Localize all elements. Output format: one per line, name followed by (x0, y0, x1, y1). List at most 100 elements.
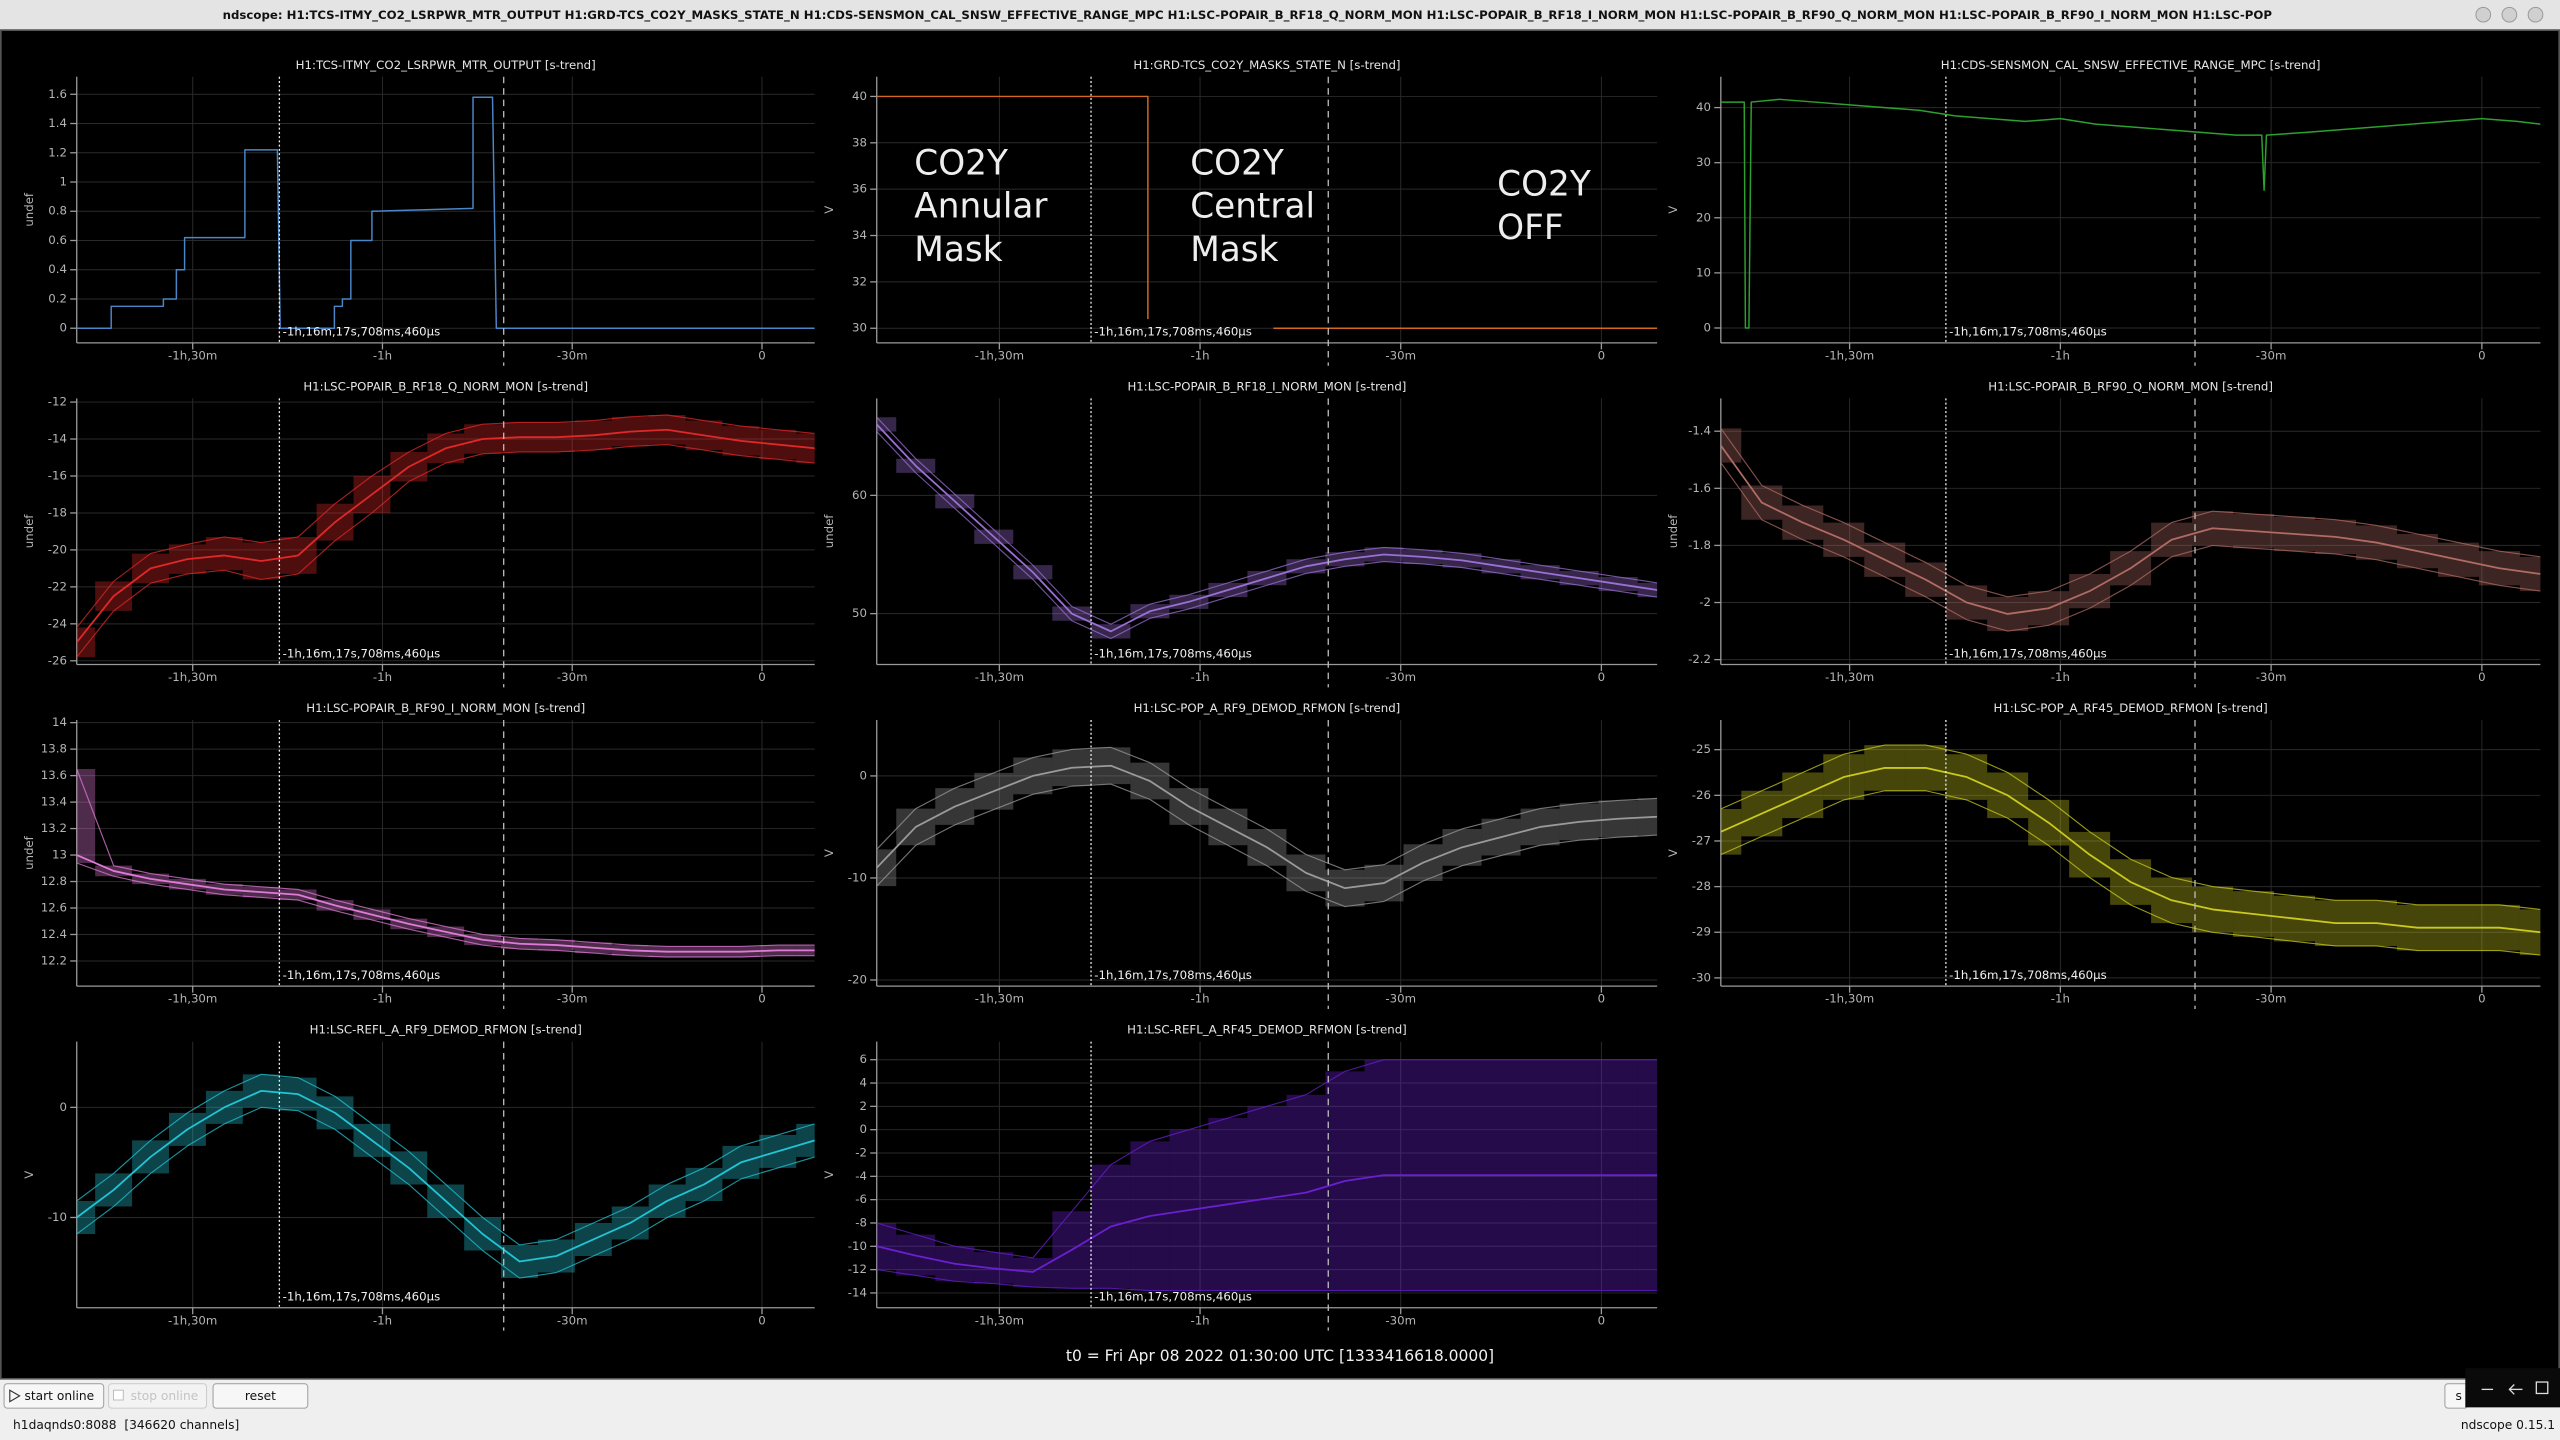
x-tick-label: -30m (557, 1313, 588, 1327)
y-tick-label: -28 (1692, 879, 1711, 893)
y-axis-label: V (1666, 206, 1680, 214)
y-tick-label: -10 (848, 1239, 867, 1253)
trace (76, 1073, 815, 1246)
y-tick-label: 13.6 (41, 768, 67, 782)
y-tick-label: -12 (48, 395, 67, 409)
plot-title: H1:LSC-POPAIR_B_RF90_Q_NORM_MON [s-trend… (1988, 379, 2273, 393)
dock-frame (2465, 1368, 2560, 1408)
cursor-label: -1h,16m,17s,708ms,460µs (1949, 968, 2107, 982)
annotation: OFF (1497, 208, 1563, 248)
y-tick-label: 0.8 (48, 204, 67, 218)
trace (76, 768, 815, 947)
x-tick-label: -30m (1385, 1313, 1416, 1327)
start-online-button[interactable]: start online (3, 1383, 105, 1409)
x-tick-label: -30m (2256, 992, 2287, 1006)
x-tick-label: 0 (2478, 670, 2485, 684)
plot-title: H1:CDS-SENSMON_CAL_SNSW_EFFECTIVE_RANGE_… (1941, 58, 2321, 72)
y-tick-label: 0 (859, 1122, 866, 1136)
x-tick-label: -1h,30m (168, 1313, 217, 1327)
x-tick-label: 0 (1598, 348, 1605, 362)
y-tick-label: 1.6 (48, 87, 67, 101)
y-tick-label: -25 (1692, 742, 1711, 756)
y-tick-label: -1.4 (1688, 424, 1711, 438)
plot-title: H1:LSC-POPAIR_B_RF18_I_NORM_MON [s-trend… (1127, 379, 1406, 393)
button-label[interactable]: s (2456, 1389, 2462, 1403)
x-tick-label: -1h (2051, 348, 2070, 362)
y-tick-label: 40 (1696, 100, 1711, 114)
y-tick-label: -20 (848, 973, 867, 987)
plots: H1:TCS-ITMY_CO2_LSRPWR_MTR_OUTPUT [s-tre… (22, 58, 2541, 1331)
trace (76, 862, 815, 958)
y-tick-label: 13 (52, 848, 67, 862)
x-tick-label: -1h (373, 670, 392, 684)
reset-button[interactable]: reset (212, 1383, 309, 1409)
annotation: Mask (1190, 230, 1278, 270)
trace (876, 1269, 1658, 1292)
x-tick-label: 0 (1598, 992, 1605, 1006)
y-tick-label: 10 (1696, 265, 1711, 279)
y-tick-label: -6 (855, 1192, 867, 1206)
button-frame[interactable] (212, 1383, 309, 1409)
y-tick-label: 0 (859, 768, 866, 782)
y-axis-label: undef (1666, 514, 1680, 549)
y-tick-label: 36 (852, 182, 867, 196)
cut-off-button[interactable]: s (2444, 1383, 2469, 1409)
y-tick-label: -30 (1692, 970, 1711, 984)
cursor-label: -1h,16m,17s,708ms,460µs (283, 325, 441, 339)
x-tick-label: -1h,30m (168, 992, 217, 1006)
x-tick-label: -1h (1190, 992, 1209, 1006)
window-title: ndscope: H1:TCS-ITMY_CO2_LSRPWR_MTR_OUTP… (223, 8, 2273, 23)
plot: H1:LSC-POPAIR_B_RF90_Q_NORM_MON [s-trend… (1666, 379, 2541, 688)
button-label[interactable]: start online (24, 1389, 94, 1403)
y-tick-label: 60 (852, 488, 867, 502)
traces (1720, 98, 2541, 329)
x-tick-label: -30m (557, 670, 588, 684)
trace (876, 1174, 1658, 1273)
y-tick-label: -18 (48, 505, 67, 519)
plot-title: H1:LSC-REFL_A_RF9_DEMOD_RFMON [s-trend] (310, 1023, 582, 1037)
plot: H1:LSC-POPAIR_B_RF18_I_NORM_MON [s-trend… (822, 379, 1658, 688)
button-label[interactable]: reset (245, 1389, 276, 1403)
annotation: Annular (914, 187, 1048, 227)
x-tick-label: 0 (758, 348, 765, 362)
server-status: h1daqnds0:8088 [346620 channels] (13, 1418, 239, 1432)
cursor-label: -1h,16m,17s,708ms,460µs (1949, 646, 2107, 660)
y-tick-label: 0 (59, 321, 66, 335)
button-frame[interactable] (3, 1383, 105, 1409)
trace (76, 414, 815, 628)
y-tick-label: 30 (852, 321, 867, 335)
x-tick-label: -30m (557, 992, 588, 1006)
trace (876, 764, 1658, 890)
minimize-button[interactable] (2475, 6, 2492, 23)
plot-title: H1:LSC-POP_A_RF45_DEMOD_RFMON [s-trend] (1994, 701, 2268, 715)
maximize-button[interactable] (2501, 6, 2518, 23)
x-tick-label: -30m (1385, 348, 1416, 362)
x-tick-label: -1h,30m (168, 670, 217, 684)
traces (876, 416, 1658, 640)
y-axis-label: V (822, 1171, 836, 1179)
x-tick-label: -1h,30m (1825, 670, 1874, 684)
x-tick-label: -1h (2051, 992, 2070, 1006)
close-button[interactable] (2527, 6, 2544, 23)
window-controls[interactable] (2475, 6, 2544, 23)
cursor-label: -1h,16m,17s,708ms,460µs (1094, 646, 1252, 660)
trace (1720, 744, 2541, 911)
y-tick-label: 2 (859, 1099, 866, 1113)
plot: H1:GRD-TCS_CO2Y_MASKS_STATE_N [s-trend] V… (822, 58, 1658, 366)
trace (1720, 462, 2541, 632)
dock-controls[interactable] (2465, 1368, 2560, 1408)
y-axis-label: V (1666, 849, 1680, 857)
control-bar (0, 1379, 2560, 1440)
traces (1720, 428, 2541, 632)
checkbox (112, 1389, 124, 1401)
y-tick-label: 12.2 (41, 953, 67, 967)
y-tick-label: 34 (852, 228, 867, 242)
trace (76, 428, 815, 643)
trace (76, 443, 815, 658)
y-tick-label: 0.2 (48, 291, 67, 305)
version-label: ndscope 0.15.1 (2461, 1418, 2555, 1432)
dock-float[interactable] (2535, 1381, 2549, 1395)
y-axis-label: undef (22, 835, 36, 870)
y-tick-label: 1 (59, 175, 66, 189)
y-tick-label: 12.4 (41, 927, 67, 941)
